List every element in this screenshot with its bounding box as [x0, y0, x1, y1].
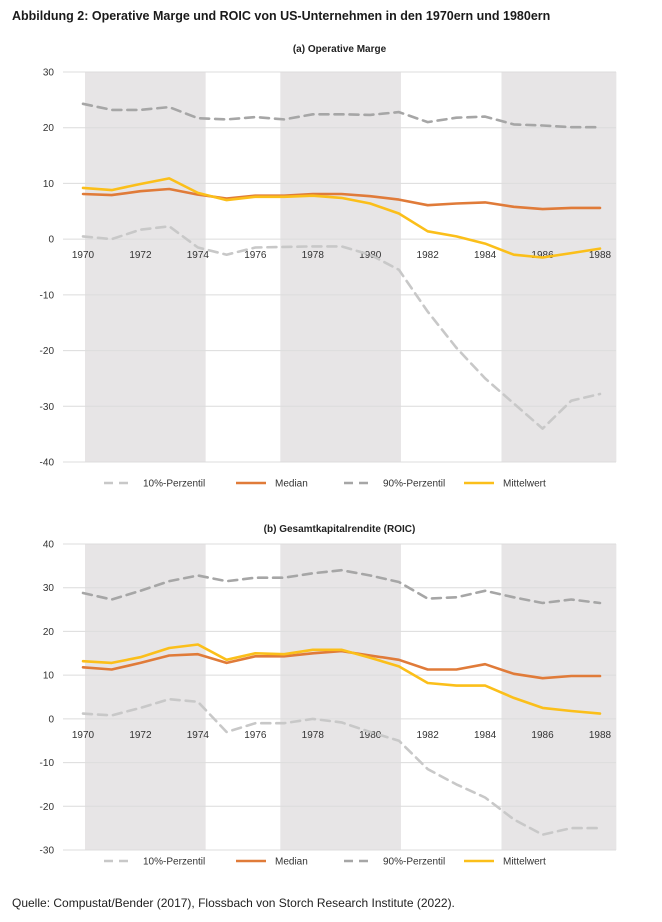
x-tick-label: 1984 — [474, 730, 497, 741]
y-tick-label: -30 — [40, 402, 55, 413]
x-tick-label: 1972 — [129, 250, 152, 261]
y-tick-label: 10 — [43, 671, 55, 682]
y-tick-label: 30 — [43, 68, 55, 79]
y-tick-label: 20 — [43, 627, 55, 638]
y-tick-label: 0 — [48, 714, 54, 725]
y-tick-label: 30 — [43, 583, 55, 594]
series-line-mean — [81, 643, 602, 715]
shaded-period — [501, 544, 617, 850]
legend-label-mean: Mittelwert — [503, 857, 546, 868]
legend-label-median: Median — [275, 857, 308, 868]
series-line-p90 — [81, 102, 602, 129]
shaded-period — [85, 544, 206, 850]
x-tick-label: 1982 — [417, 730, 440, 741]
chart-operative-marge: (a) Operative Marge 30 20 10 0 -10 -20 -30 -40 19… — [40, 44, 617, 490]
series-line-p90 — [81, 568, 602, 605]
x-tick-label: 1982 — [417, 250, 440, 261]
y-tick-label: -40 — [40, 458, 55, 469]
x-tick-label: 1976 — [244, 730, 267, 741]
series-line-p10 — [81, 697, 602, 837]
legend-label-p90: 90%-Perzentil — [383, 479, 445, 490]
x-tick-label: 1988 — [589, 250, 612, 261]
x-tick-label: 1974 — [187, 730, 210, 741]
x-tick-label: 1970 — [72, 730, 95, 741]
series-line-mean — [81, 177, 602, 259]
x-tick-label: 1974 — [187, 250, 210, 261]
y-tick-label: 0 — [48, 235, 54, 246]
x-tick-label: 1970 — [72, 250, 95, 261]
x-tick-label: 1988 — [589, 730, 612, 741]
legend-label-p10: 10%-Perzentil — [143, 479, 205, 490]
y-tick-label: 40 — [43, 540, 55, 551]
series-line-median — [81, 187, 602, 211]
shaded-period — [501, 72, 617, 462]
chart-title: (b) Gesamtkapitalrendite (ROIC) — [264, 524, 416, 535]
x-tick-label: 1984 — [474, 250, 497, 261]
x-tick-label: 1986 — [531, 250, 554, 261]
legend-label-median: Median — [275, 479, 308, 490]
y-tick-label: 20 — [43, 123, 55, 134]
x-tick-label: 1986 — [531, 730, 554, 741]
y-tick-label: -20 — [40, 802, 55, 813]
chart-roic: (b) Gesamtkapitalrendite (ROIC) 40 30 20 10 0… — [40, 524, 617, 868]
x-tick-label: 1980 — [359, 730, 382, 741]
y-tick-label: -20 — [40, 346, 55, 357]
x-tick-label: 1972 — [129, 730, 152, 741]
x-tick-label: 1978 — [302, 250, 325, 261]
y-tick-label: -10 — [40, 758, 55, 769]
y-tick-label: 10 — [43, 179, 55, 190]
legend-label-p10: 10%-Perzentil — [143, 857, 205, 868]
shaded-period — [85, 72, 206, 462]
x-tick-label: 1978 — [302, 730, 325, 741]
figure-title: Abbildung 2: Operative Marge und ROIC vo… — [12, 9, 551, 23]
legend-label-mean: Mittelwert — [503, 479, 546, 490]
legend-label-p90: 90%-Perzentil — [383, 857, 445, 868]
source-note: Quelle: Compustat/Bender (2017), Flossba… — [12, 896, 455, 910]
shaded-period — [280, 544, 401, 850]
y-tick-label: -10 — [40, 290, 55, 301]
series-line-p10 — [81, 225, 602, 430]
x-tick-label: 1976 — [244, 250, 267, 261]
y-tick-label: -30 — [40, 846, 55, 857]
shaded-period — [280, 72, 401, 462]
chart-title: (a) Operative Marge — [293, 44, 387, 55]
